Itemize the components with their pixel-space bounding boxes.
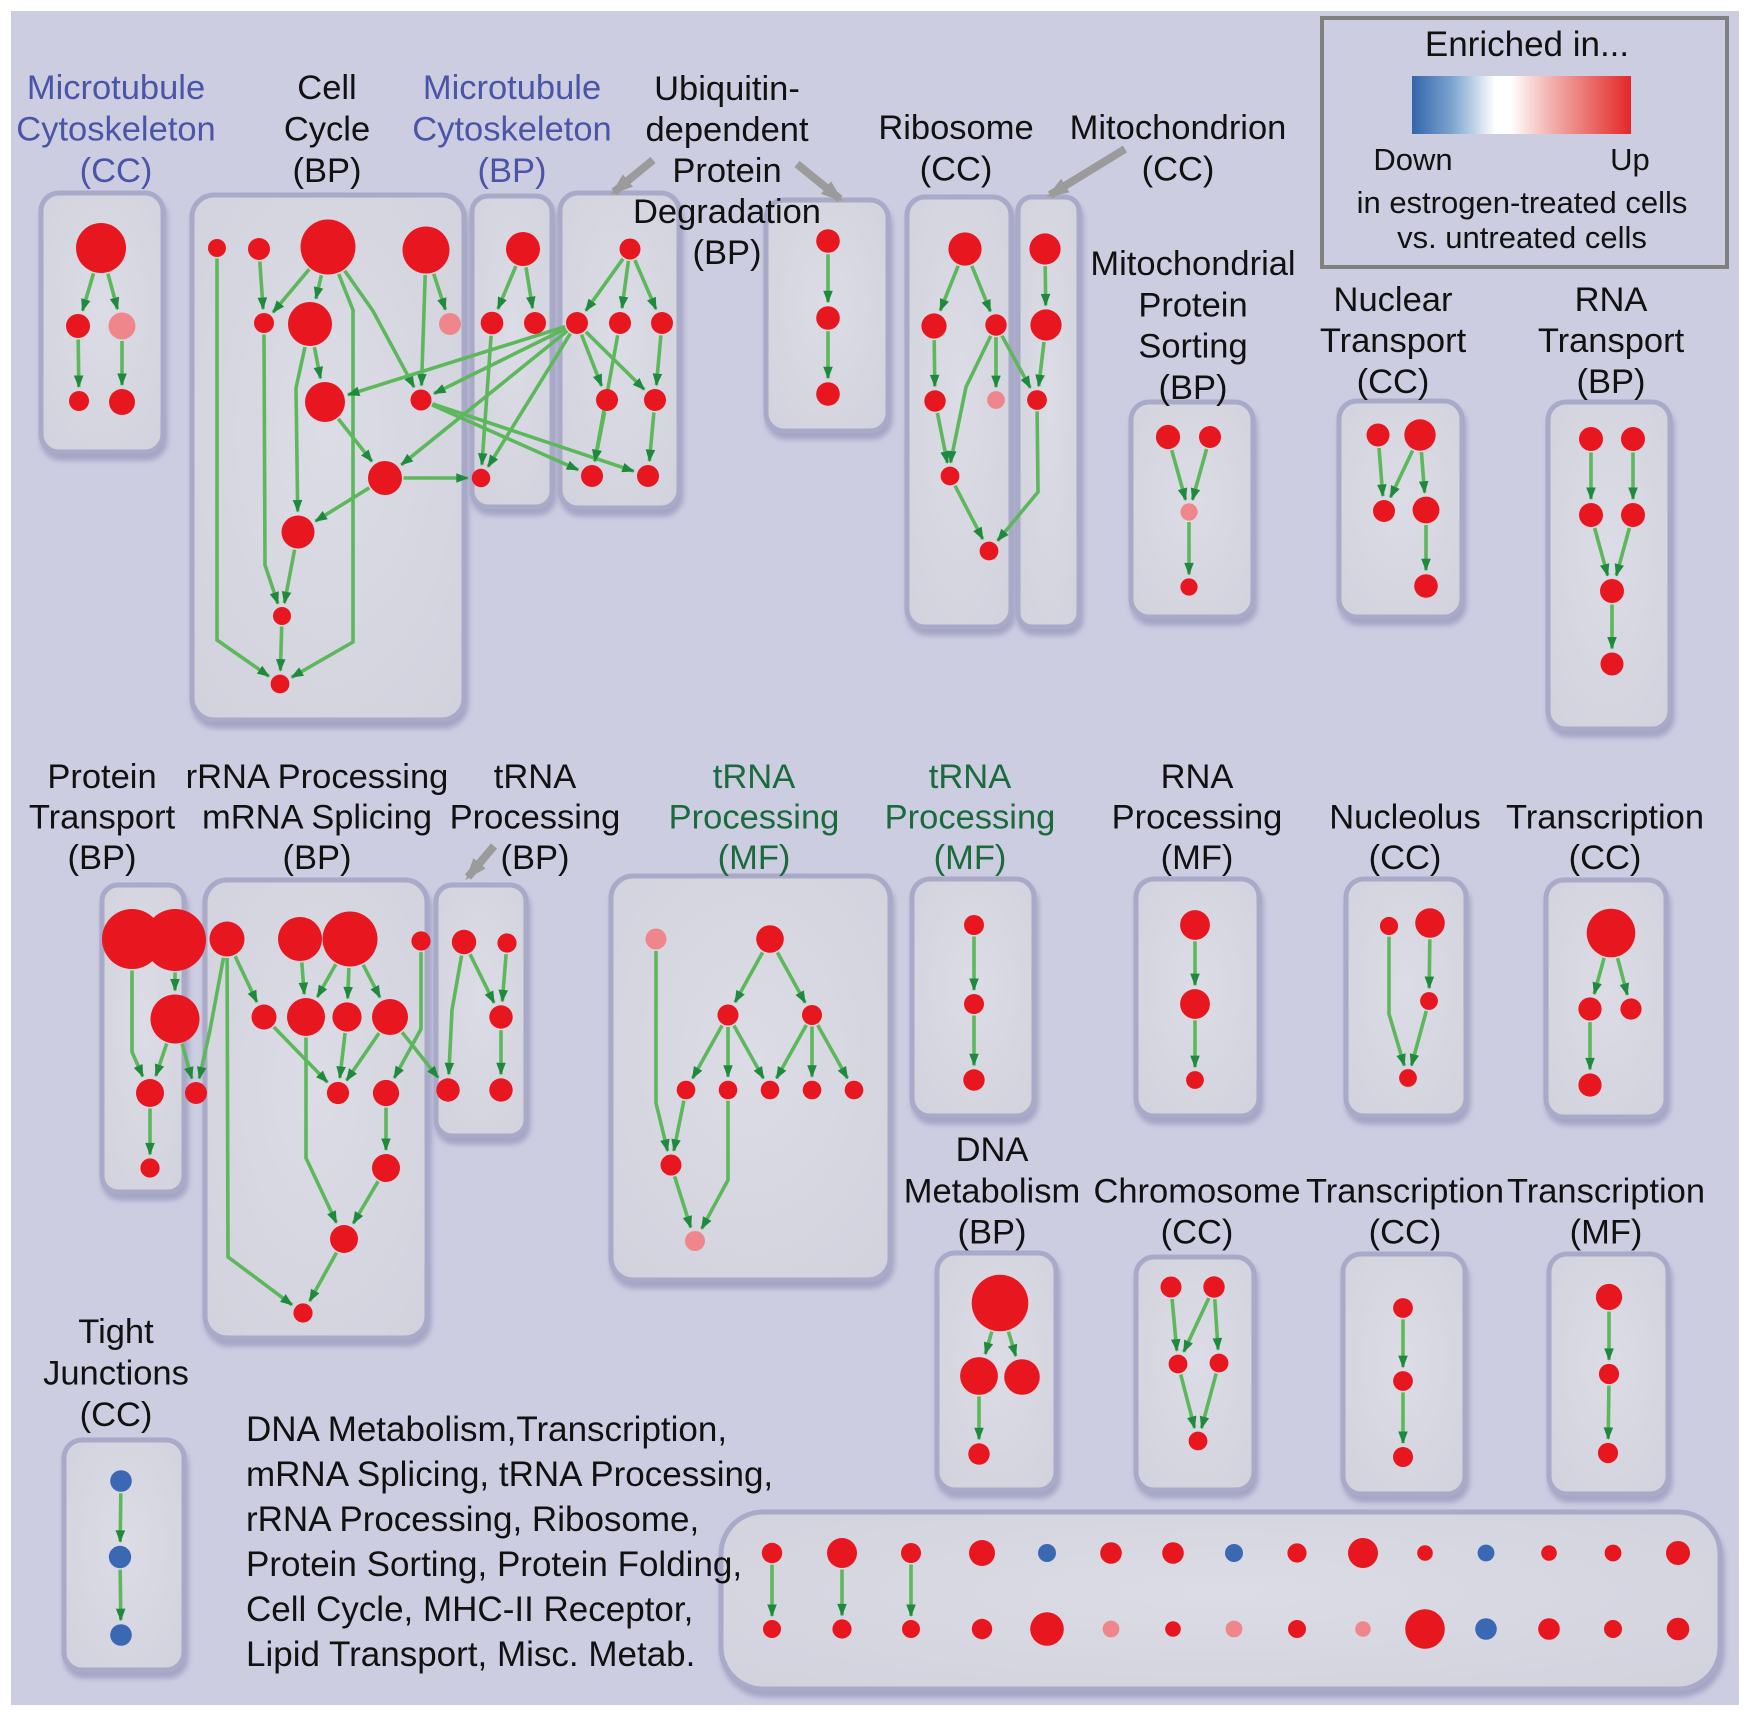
svg-text:Nuclear: Nuclear (1334, 281, 1453, 319)
svg-text:vs. untreated cells: vs. untreated cells (1397, 220, 1647, 255)
svg-text:Processing: Processing (450, 799, 621, 837)
svg-text:(BP): (BP) (293, 152, 362, 190)
svg-text:Transcription: Transcription (1506, 799, 1704, 837)
svg-text:(BP): (BP) (478, 152, 547, 190)
svg-text:RNA: RNA (1575, 281, 1648, 319)
svg-text:Nucleolus: Nucleolus (1329, 799, 1481, 837)
svg-text:DNA: DNA (956, 1131, 1029, 1169)
svg-text:Cytoskeleton: Cytoskeleton (16, 111, 215, 149)
svg-text:Transport: Transport (1320, 322, 1467, 360)
svg-text:(BP): (BP) (283, 839, 352, 877)
svg-text:(BP): (BP) (693, 234, 762, 272)
svg-text:Degradation: Degradation (633, 193, 821, 231)
svg-text:rRNA Processing: rRNA Processing (186, 758, 449, 796)
svg-text:(CC): (CC) (80, 152, 153, 190)
svg-text:Up: Up (1610, 142, 1650, 177)
svg-text:Down: Down (1373, 142, 1452, 177)
svg-text:(BP): (BP) (1577, 363, 1646, 401)
svg-text:Protein: Protein (1138, 286, 1247, 324)
svg-text:mRNA Splicing, tRNA Processing: mRNA Splicing, tRNA Processing, (246, 1455, 773, 1494)
svg-text:(CC): (CC) (920, 151, 993, 189)
svg-text:(MF): (MF) (718, 839, 791, 877)
svg-text:(BP): (BP) (958, 1214, 1027, 1252)
svg-text:(MF): (MF) (1570, 1214, 1643, 1252)
svg-text:Cell: Cell (297, 69, 356, 107)
svg-text:Mitochondrial: Mitochondrial (1090, 245, 1295, 283)
svg-text:Protein Sorting, Protein Foldi: Protein Sorting, Protein Folding, (246, 1545, 742, 1584)
svg-text:RNA: RNA (1161, 758, 1234, 796)
svg-text:rRNA Processing, Ribosome,: rRNA Processing, Ribosome, (246, 1500, 699, 1539)
svg-text:Tight: Tight (78, 1313, 154, 1351)
svg-text:(CC): (CC) (1369, 1214, 1442, 1252)
svg-text:(CC): (CC) (1142, 151, 1215, 189)
svg-text:Chromosome: Chromosome (1093, 1172, 1300, 1210)
svg-text:Processing: Processing (885, 799, 1056, 837)
svg-text:in estrogen-treated cells: in estrogen-treated cells (1357, 185, 1688, 220)
svg-text:Ribosome: Ribosome (878, 109, 1033, 147)
svg-text:(CC): (CC) (1161, 1214, 1234, 1252)
svg-text:(CC): (CC) (1357, 363, 1430, 401)
svg-text:mRNA Splicing: mRNA Splicing (202, 799, 432, 837)
svg-text:Lipid Transport, Misc. Metab.: Lipid Transport, Misc. Metab. (246, 1635, 695, 1674)
svg-text:(MF): (MF) (934, 839, 1007, 877)
svg-text:Cytoskeleton: Cytoskeleton (412, 111, 611, 149)
svg-text:Cell Cycle, MHC-II Receptor,: Cell Cycle, MHC-II Receptor, (246, 1590, 693, 1629)
svg-text:Transport: Transport (1538, 322, 1685, 360)
svg-text:(BP): (BP) (1159, 369, 1228, 407)
svg-text:Microtubule: Microtubule (27, 69, 205, 107)
svg-text:Processing: Processing (1112, 799, 1283, 837)
svg-text:Enriched in...: Enriched in... (1425, 25, 1629, 64)
svg-text:Mitochondrion: Mitochondrion (1070, 109, 1287, 147)
svg-text:Ubiquitin-: Ubiquitin- (654, 70, 800, 108)
svg-text:Processing: Processing (669, 799, 840, 837)
svg-text:Transport: Transport (29, 799, 176, 837)
svg-text:Protein: Protein (672, 152, 781, 190)
svg-text:Transcription: Transcription (1306, 1172, 1504, 1210)
svg-text:DNA Metabolism,Transcription,: DNA Metabolism,Transcription, (246, 1410, 727, 1449)
svg-text:tRNA: tRNA (713, 758, 795, 796)
svg-text:Metabolism: Metabolism (904, 1172, 1080, 1210)
svg-text:Junctions: Junctions (43, 1355, 189, 1393)
svg-text:(BP): (BP) (501, 839, 570, 877)
svg-text:tRNA: tRNA (929, 758, 1011, 796)
svg-text:Protein: Protein (47, 758, 156, 796)
svg-text:dependent: dependent (645, 111, 808, 149)
svg-text:Cycle: Cycle (284, 111, 370, 149)
svg-text:(CC): (CC) (1369, 839, 1442, 877)
svg-text:(CC): (CC) (1569, 839, 1642, 877)
svg-text:Transcription: Transcription (1507, 1172, 1705, 1210)
svg-text:(MF): (MF) (1161, 839, 1234, 877)
svg-text:Microtubule: Microtubule (423, 69, 601, 107)
svg-text:Sorting: Sorting (1138, 328, 1247, 366)
svg-text:tRNA: tRNA (494, 758, 576, 796)
svg-text:(CC): (CC) (80, 1396, 153, 1434)
svg-text:(BP): (BP) (68, 839, 137, 877)
